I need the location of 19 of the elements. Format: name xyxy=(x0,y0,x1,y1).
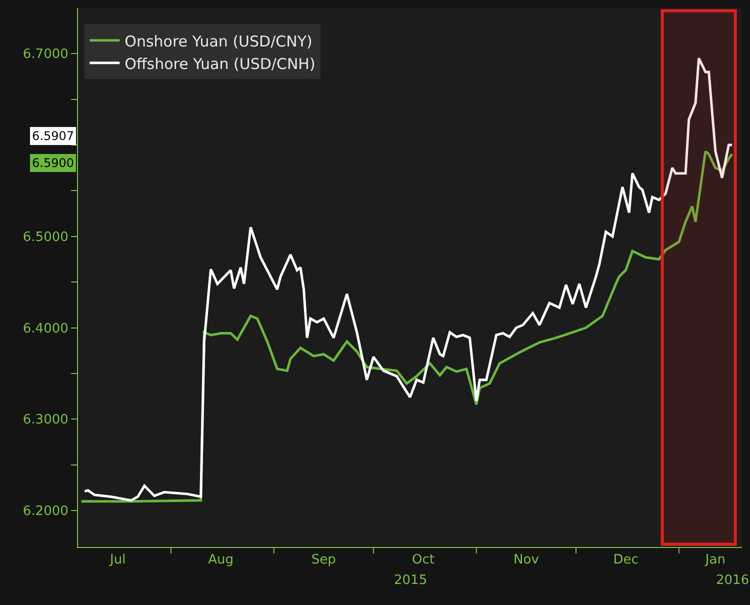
y-tick-label: 6.4000 xyxy=(22,321,68,336)
y-tick-label: 6.2000 xyxy=(22,504,68,520)
legend-label: Offshore Yuan (USD/CNH) xyxy=(124,54,316,73)
text: 6.5907 xyxy=(32,129,74,143)
y-tick-label: 6.7000 xyxy=(22,47,68,62)
y-tick-label: 6.5000 xyxy=(22,230,68,245)
text: 6.5900 xyxy=(32,156,74,170)
x-tick-label: Dec xyxy=(613,552,638,568)
y-tick-label: 6.3000 xyxy=(22,412,68,428)
line-series xyxy=(83,57,734,502)
text: 2015 xyxy=(394,573,428,588)
x-tick-label: Aug xyxy=(208,552,234,568)
text: 2016 xyxy=(716,573,750,588)
legend-label: Onshore Yuan (USD/CNY) xyxy=(124,32,312,50)
x-tick-label: Jan xyxy=(704,552,726,568)
x-tick-label: Oct xyxy=(412,552,435,568)
x-tick-label: Nov xyxy=(514,552,540,568)
x-tick-label: Sep xyxy=(311,552,336,568)
x-tick-label: Jul xyxy=(108,552,126,568)
